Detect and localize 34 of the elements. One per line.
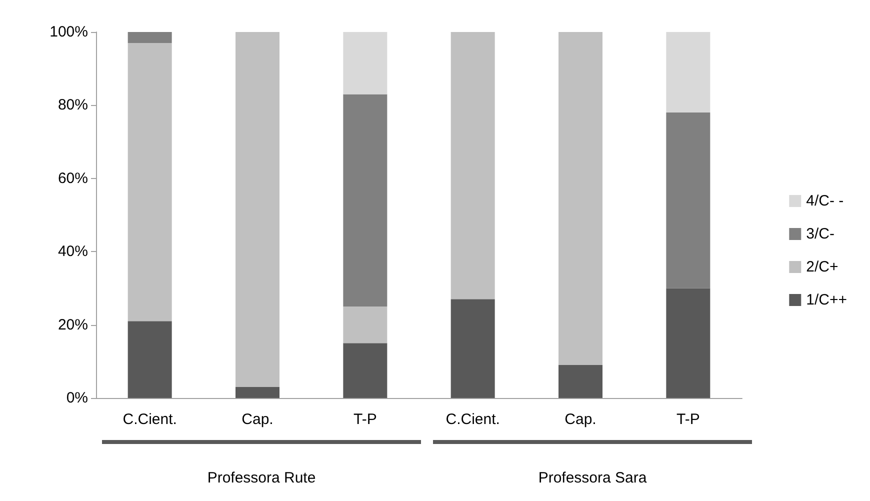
text: Professora Sara: [538, 470, 648, 486]
x-tick-label: T-P: [353, 411, 377, 428]
x-tick-label: Cap.: [564, 411, 596, 428]
legend-label: 3/C-: [806, 226, 834, 242]
x-tick-label: C.Cient.: [122, 411, 177, 428]
bar: [128, 42, 172, 322]
legend-label: 2/C+: [806, 258, 838, 276]
bar: [666, 288, 710, 398]
bar: [236, 32, 280, 388]
bar: [236, 387, 280, 398]
bar: [343, 306, 388, 344]
bar: [128, 321, 172, 398]
bar: [558, 32, 602, 366]
legend-label: 1/C++: [806, 292, 848, 308]
bar: [343, 343, 388, 398]
bar: [558, 365, 602, 398]
x-tick-label: Cap.: [242, 411, 274, 428]
y-tick-label: 60%: [58, 170, 88, 187]
text: Professora Rute: [207, 470, 316, 486]
bar: [128, 32, 172, 43]
x-tick-label: T-P: [676, 411, 700, 428]
y-tick-label: 0%: [66, 390, 88, 406]
bar: [450, 32, 495, 300]
bar: [666, 32, 710, 113]
bar: [450, 299, 495, 398]
y-tick-label: 40%: [58, 243, 88, 260]
x-tick-label: C.Cient.: [446, 411, 500, 428]
y-tick-label: 80%: [58, 96, 88, 114]
bar: [343, 94, 388, 306]
bar: [666, 112, 710, 288]
y-tick-label: 100%: [50, 24, 88, 40]
bar: [343, 32, 388, 94]
y-tick-label: 20%: [58, 316, 88, 334]
legend-label: 4/C- -: [806, 192, 844, 210]
